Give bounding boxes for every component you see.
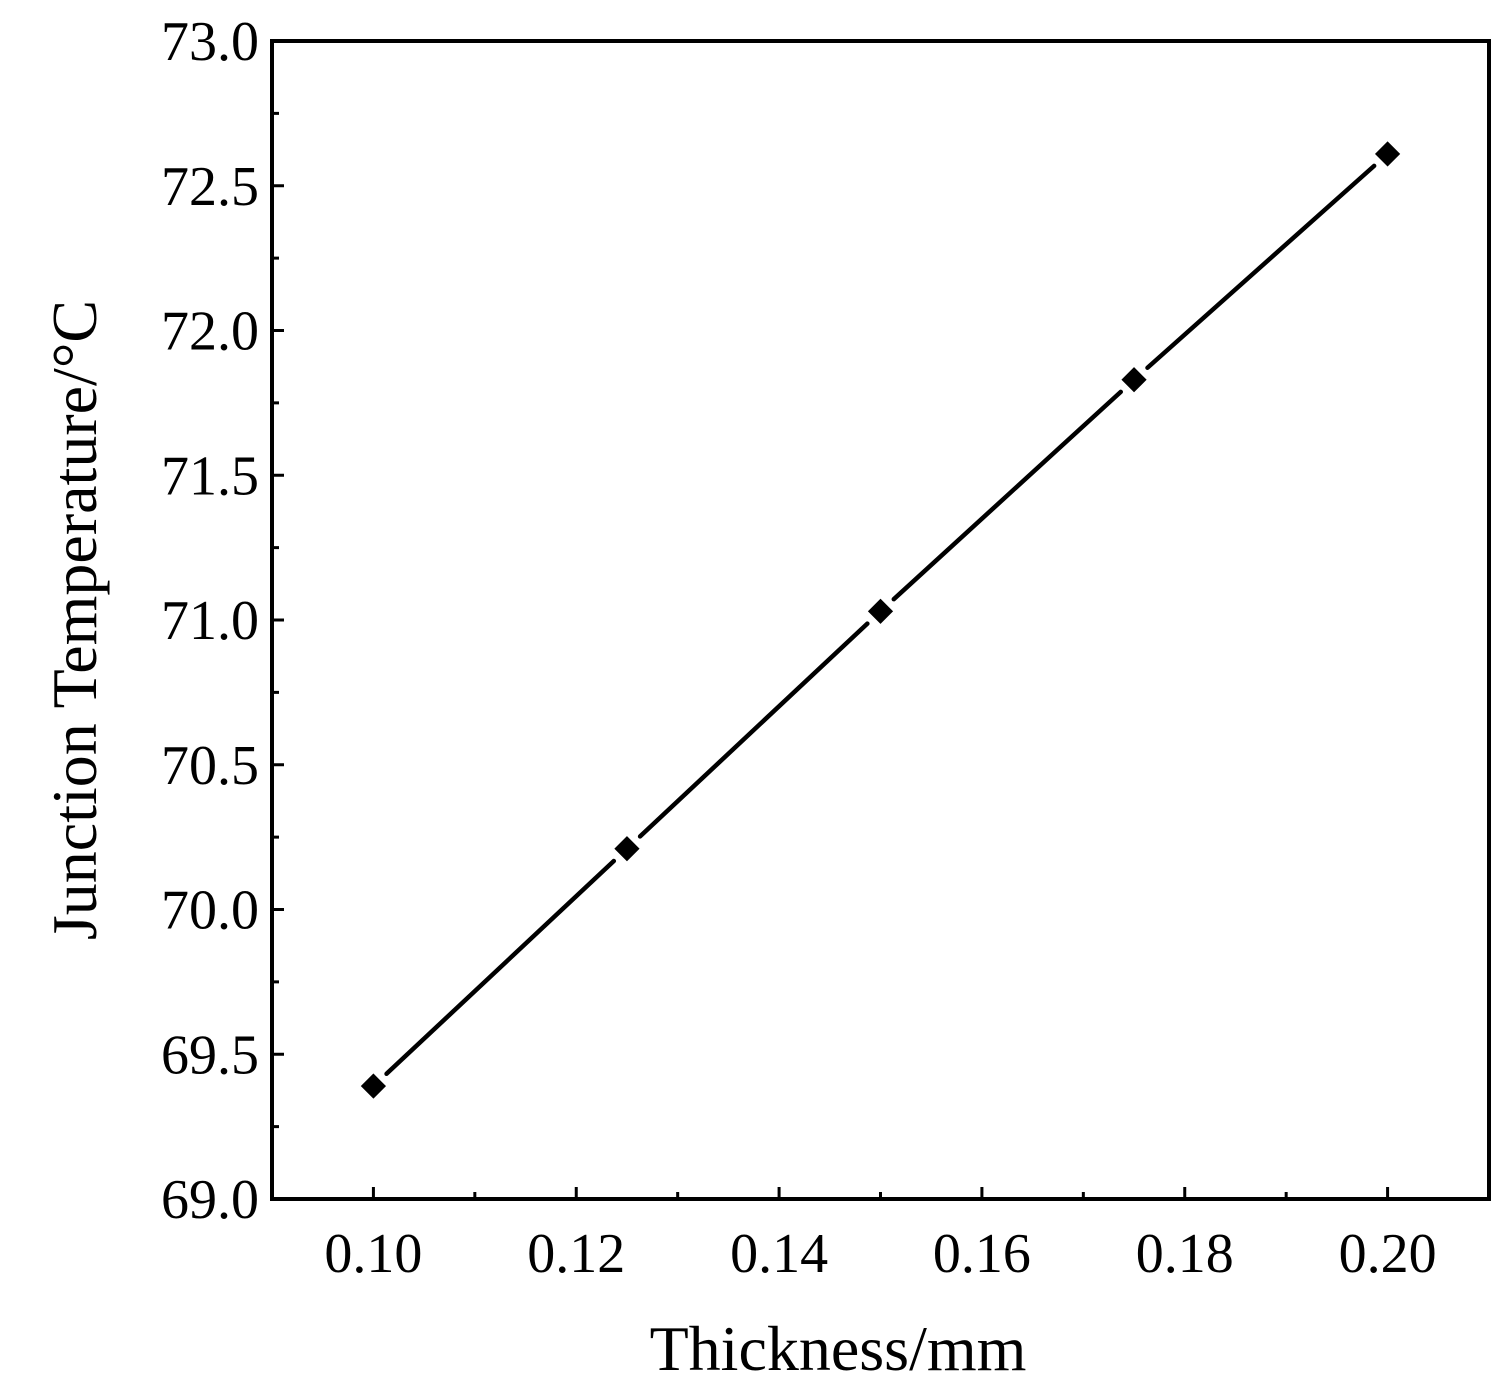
y-tick-label: 70.0 — [161, 880, 259, 942]
series-line-segment — [1145, 163, 1377, 370]
x-tick-label: 0.20 — [1339, 1223, 1437, 1285]
x-tick-label: 0.12 — [527, 1223, 625, 1285]
series-layer — [358, 138, 1403, 1102]
y-tick-label: 72.5 — [161, 156, 259, 218]
series-line-segment — [384, 858, 617, 1077]
x-tick-label: 0.18 — [1136, 1223, 1234, 1285]
tick-labels: 0.10 0.12 0.14 0.16 0.18 0.20 69.0 69.5 70.0 70.5… — [161, 11, 1437, 1285]
y-tick-label: 69.5 — [161, 1024, 259, 1086]
y-tick-label: 71.5 — [161, 445, 259, 507]
series-line-segment — [637, 621, 870, 839]
x-tick-label: 0.10 — [324, 1223, 422, 1285]
data-point — [1118, 364, 1150, 396]
y-tick-label: 73.0 — [161, 11, 259, 73]
y-tick-label: 69.0 — [161, 1169, 259, 1231]
data-point — [611, 833, 643, 865]
y-axis-title: Junction Temperature/°C — [39, 300, 110, 940]
y-tick-label: 72.0 — [161, 301, 259, 363]
series-line-segment — [891, 389, 1124, 602]
x-axis-title: Thickness/mm — [650, 1313, 1027, 1384]
data-point — [1372, 138, 1403, 170]
x-tick-label: 0.14 — [730, 1223, 828, 1285]
data-point — [865, 595, 896, 627]
plot-frame — [270, 39, 1491, 1201]
y-tick-label: 70.5 — [161, 735, 259, 797]
x-tick-label: 0.16 — [933, 1223, 1031, 1285]
y-tick-label: 71.0 — [161, 590, 259, 652]
data-point — [358, 1070, 389, 1102]
